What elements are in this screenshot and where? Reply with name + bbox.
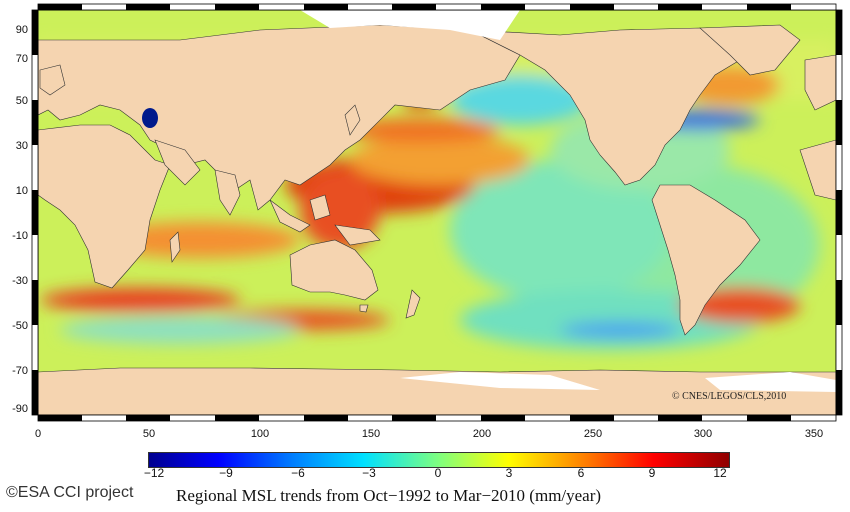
y-tick: -90 bbox=[12, 403, 28, 415]
land-masses bbox=[38, 24, 836, 415]
map-caption: Regional MSL trends from Oct−1992 to Mar… bbox=[176, 486, 602, 505]
y-tick: 30 bbox=[16, 140, 28, 152]
colorbar bbox=[148, 452, 730, 468]
x-tick: 50 bbox=[143, 428, 155, 440]
colorbar-tick: −6 bbox=[291, 466, 305, 480]
x-tick: 150 bbox=[362, 428, 380, 440]
sea-level-trend-map: 0 50 100 150 200 250 300 350 90 70 50 30… bbox=[12, 3, 843, 440]
y-axis-ticks: 90 70 50 30 10 -10 -30 -50 -70 -90 bbox=[12, 24, 28, 415]
x-axis-ticks: 0 50 100 150 200 250 300 350 bbox=[35, 428, 823, 440]
frame-checker-left bbox=[31, 9, 39, 416]
south-america-land bbox=[651, 184, 761, 336]
x-tick: 200 bbox=[473, 428, 491, 440]
frame-checker-bottom bbox=[37, 414, 837, 422]
colorbar-tick: 12 bbox=[713, 466, 727, 480]
colorbar-tick: 6 bbox=[577, 466, 585, 480]
y-tick: 70 bbox=[16, 53, 28, 65]
sea-ice bbox=[300, 10, 836, 392]
colorbar-tick: −12 bbox=[143, 466, 165, 480]
x-tick: 350 bbox=[805, 428, 823, 440]
map-copyright: © CNES/LEGOS/CLS,2010 bbox=[672, 391, 787, 402]
australia-land bbox=[289, 239, 379, 301]
colorbar-tick: −3 bbox=[362, 466, 376, 480]
y-tick: 90 bbox=[16, 24, 28, 36]
y-tick: 50 bbox=[16, 95, 28, 107]
caspian-anomaly bbox=[142, 108, 158, 128]
y-tick: 10 bbox=[16, 185, 28, 197]
y-tick: -30 bbox=[12, 275, 28, 287]
esa-cci-credit: ©ESA CCI project bbox=[6, 484, 134, 501]
africa-land bbox=[38, 124, 171, 289]
frame-checker-right bbox=[835, 9, 843, 416]
colorbar-tick: 3 bbox=[505, 466, 513, 480]
y-tick: -50 bbox=[12, 320, 28, 332]
x-tick: 0 bbox=[35, 428, 41, 440]
x-tick: 100 bbox=[251, 428, 269, 440]
colorbar-tick: 9 bbox=[648, 466, 656, 480]
frame-checker-top bbox=[37, 3, 837, 11]
x-tick: 250 bbox=[584, 428, 602, 440]
colorbar-tick: −9 bbox=[219, 466, 233, 480]
y-tick: -10 bbox=[12, 230, 28, 242]
y-tick: -70 bbox=[12, 365, 28, 377]
x-tick: 300 bbox=[694, 428, 712, 440]
colorbar-tick: 0 bbox=[434, 466, 442, 480]
antarctica-land bbox=[38, 367, 836, 415]
